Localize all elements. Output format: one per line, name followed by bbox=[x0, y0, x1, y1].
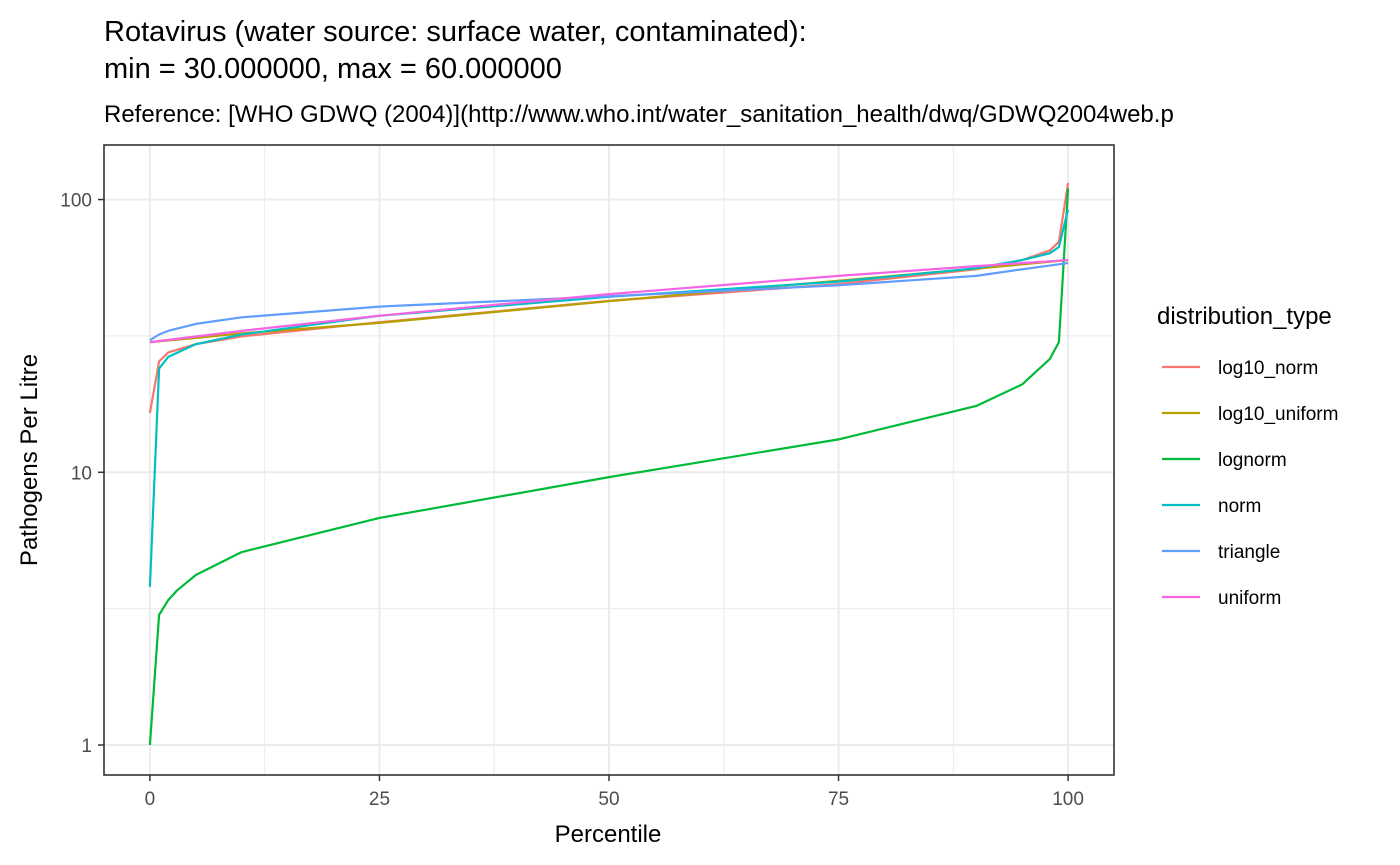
chart-title-line1: Rotavirus (water source: surface water, … bbox=[104, 16, 807, 48]
chart-title-line2: min = 30.000000, max = 60.000000 bbox=[104, 53, 562, 85]
x-tick-label: 25 bbox=[369, 789, 390, 810]
x-tick-label: 0 bbox=[145, 789, 156, 810]
legend-label-log10_uniform: log10_uniform bbox=[1218, 404, 1338, 425]
legend-label-norm: norm bbox=[1218, 496, 1261, 517]
y-tick-label: 10 bbox=[71, 463, 92, 484]
series-line-uniform bbox=[149, 258, 1069, 344]
series-line-lognorm bbox=[148, 188, 1070, 746]
legend-title: distribution_type bbox=[1157, 303, 1332, 330]
legend-label-triangle: triangle bbox=[1218, 542, 1280, 563]
x-axis-ticks: 0 25 50 75 100 bbox=[145, 775, 1084, 810]
y-tick-label: 100 bbox=[60, 191, 92, 212]
x-tick-label: 100 bbox=[1052, 789, 1084, 810]
y-axis-title: Pathogens Per Litre bbox=[16, 354, 43, 566]
x-axis-title: Percentile bbox=[555, 821, 662, 848]
legend-label-uniform: uniform bbox=[1218, 588, 1281, 609]
grid bbox=[104, 145, 1114, 775]
x-tick-label: 75 bbox=[828, 789, 849, 810]
series-lines bbox=[148, 182, 1070, 746]
y-axis-ticks: 1 10 100 bbox=[60, 191, 104, 757]
chart-subtitle: Reference: [WHO GDWQ (2004)](http://www.… bbox=[104, 101, 1174, 128]
legend: distribution_type log10_norm log10_unifor… bbox=[1157, 303, 1338, 609]
legend-label-lognorm: lognorm bbox=[1218, 450, 1287, 471]
y-tick-label: 1 bbox=[81, 736, 92, 757]
legend-label-log10_norm: log10_norm bbox=[1218, 358, 1318, 379]
series-line-triangle bbox=[149, 261, 1069, 342]
x-tick-label: 50 bbox=[598, 789, 619, 810]
